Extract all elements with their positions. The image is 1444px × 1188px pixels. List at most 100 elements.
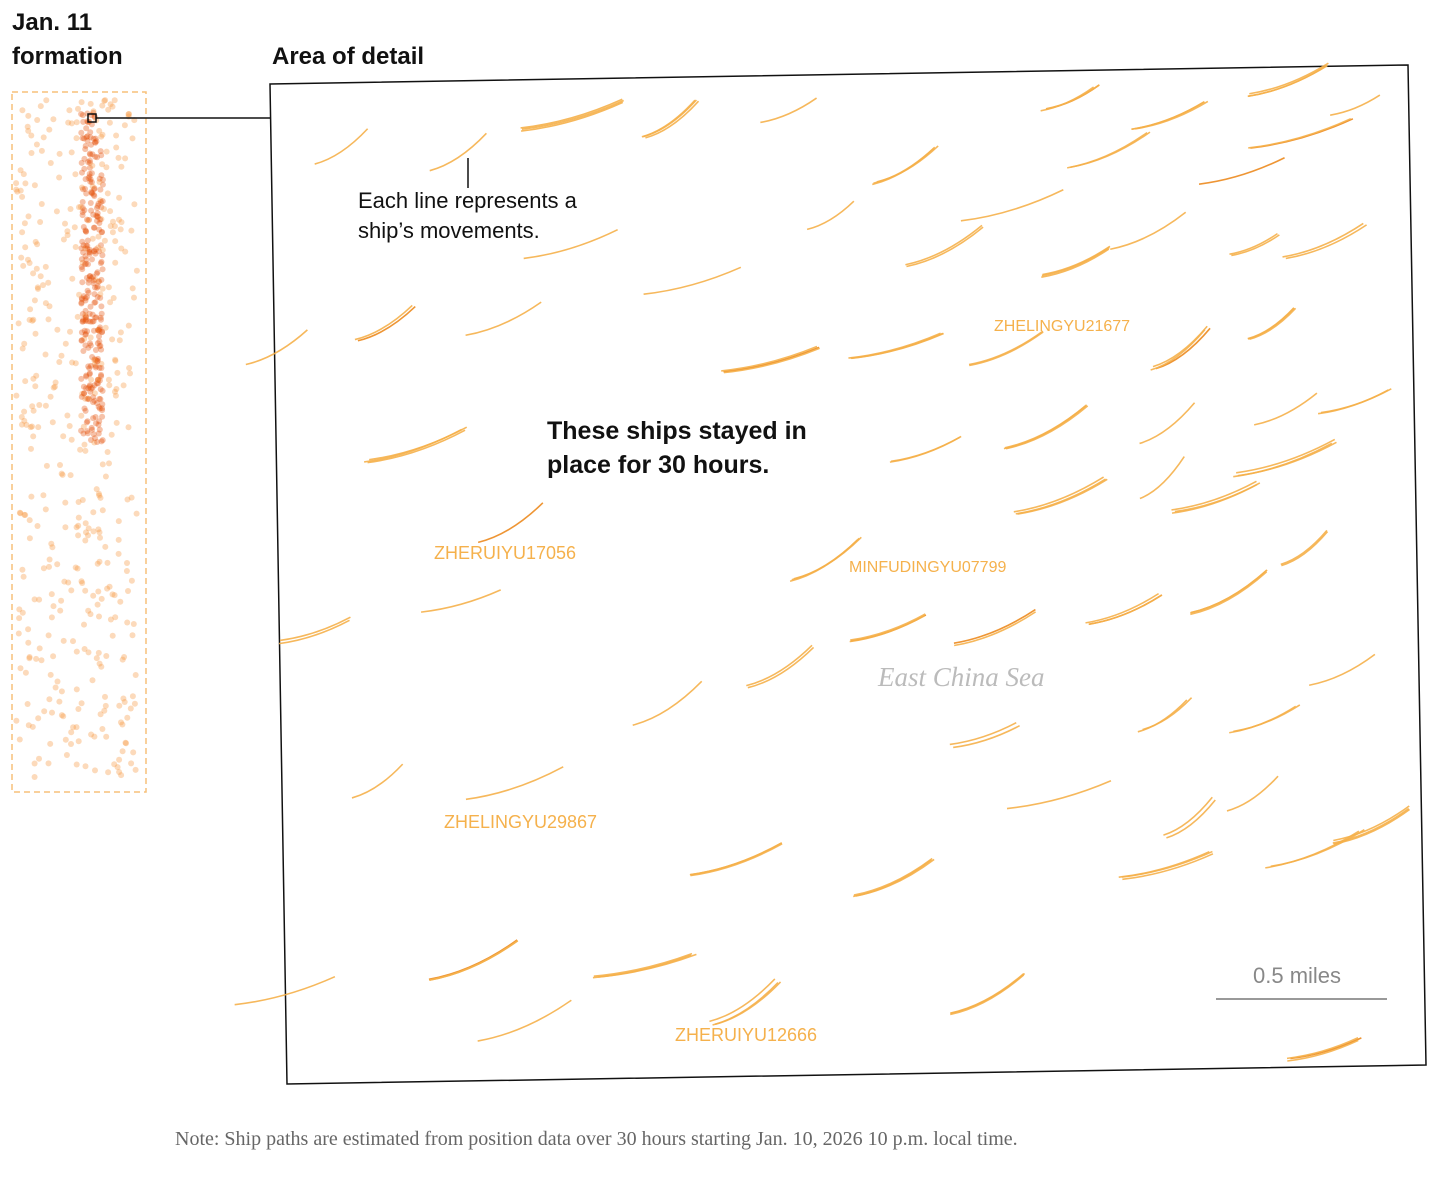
note: Note: Ship paths are estimated from posi… bbox=[175, 1128, 1018, 1150]
formation-dot bbox=[86, 173, 93, 180]
formation-dot bbox=[48, 540, 55, 547]
formation-dot bbox=[82, 176, 89, 183]
ship-path bbox=[1088, 594, 1163, 626]
formation-dot bbox=[33, 265, 40, 272]
formation-dot bbox=[37, 273, 44, 280]
formation-dot bbox=[60, 433, 67, 440]
formation-dot bbox=[82, 763, 89, 770]
formation-dot bbox=[116, 756, 123, 763]
formation-dot bbox=[94, 560, 101, 567]
ship-label: ZHELINGYU21677 bbox=[994, 318, 1131, 335]
formation-dot bbox=[127, 705, 134, 712]
formation-dot bbox=[90, 273, 96, 280]
formation-dot bbox=[116, 337, 123, 344]
ship-path bbox=[1281, 531, 1329, 567]
formation-dot bbox=[86, 248, 92, 255]
formation-dot bbox=[79, 259, 86, 266]
formation-dot bbox=[109, 632, 116, 639]
formation-dot bbox=[74, 565, 81, 572]
formation-dot bbox=[81, 621, 87, 628]
formation-dot bbox=[86, 216, 93, 223]
formation-dot bbox=[82, 227, 89, 234]
ship-path bbox=[850, 613, 926, 641]
formation-dot bbox=[99, 266, 106, 273]
formation-dot bbox=[80, 348, 87, 354]
ship-path bbox=[1040, 86, 1095, 112]
formation-dot bbox=[62, 524, 69, 531]
formation-dot bbox=[103, 653, 110, 659]
ship-path bbox=[853, 859, 932, 898]
formation-dot bbox=[101, 237, 108, 244]
formation-dot bbox=[25, 213, 32, 220]
formation-frame bbox=[11, 91, 147, 793]
formation-dot bbox=[31, 596, 38, 603]
formation-dot bbox=[48, 614, 55, 621]
formation-dot bbox=[102, 543, 109, 550]
ship-path bbox=[1190, 569, 1268, 614]
formation-dot bbox=[128, 227, 135, 234]
formation-dot bbox=[88, 170, 95, 177]
formation-dot bbox=[117, 329, 124, 336]
formation-dot bbox=[91, 291, 98, 298]
ship-path bbox=[1006, 779, 1112, 810]
formation-dot bbox=[99, 329, 105, 336]
formation-dot bbox=[16, 606, 23, 613]
ship-label: ZHELINGYU29867 bbox=[444, 812, 598, 832]
ship-path bbox=[690, 843, 783, 877]
formation-dot bbox=[94, 400, 100, 407]
formation-dot bbox=[87, 200, 94, 206]
ship-path bbox=[1171, 483, 1258, 514]
formation-dot bbox=[75, 532, 82, 539]
formation-dot bbox=[90, 528, 97, 535]
formation-dot bbox=[82, 313, 89, 320]
formation-dot bbox=[99, 405, 105, 412]
formation-dot bbox=[85, 385, 92, 392]
formation-dot bbox=[30, 316, 37, 323]
ship-path bbox=[1137, 699, 1188, 733]
formation-dot bbox=[45, 760, 52, 767]
formation-dot bbox=[84, 242, 91, 249]
formation-dot bbox=[92, 135, 99, 142]
formation-dot bbox=[22, 669, 29, 676]
formation-dot bbox=[61, 578, 68, 585]
ship-path bbox=[278, 619, 350, 645]
formation-dot bbox=[129, 693, 136, 700]
formation-dot bbox=[95, 326, 102, 333]
ship-path bbox=[969, 331, 1044, 367]
formation-title: Jan. 11 formation bbox=[12, 9, 123, 70]
ship-path bbox=[314, 128, 369, 165]
formation-dot bbox=[50, 653, 57, 660]
formation-dot bbox=[56, 174, 63, 181]
ship-path bbox=[723, 346, 820, 373]
formation-dot bbox=[86, 371, 93, 378]
formation-dot bbox=[36, 402, 43, 408]
formation-dot bbox=[19, 193, 26, 200]
formation-dot bbox=[52, 684, 59, 691]
formation-dot bbox=[94, 269, 101, 276]
ship-path bbox=[1171, 480, 1257, 511]
formation-dot bbox=[95, 588, 102, 595]
formation-dot bbox=[94, 358, 101, 365]
formation-dot bbox=[98, 204, 105, 211]
formation-dot bbox=[96, 179, 103, 185]
formation-dot bbox=[17, 167, 24, 174]
ship-path bbox=[1152, 325, 1208, 368]
formation-dot bbox=[99, 247, 106, 253]
formation-dot bbox=[58, 712, 65, 719]
formation-dot bbox=[78, 295, 85, 302]
ship-path bbox=[593, 952, 693, 977]
formation-dot bbox=[62, 340, 69, 347]
ship-path bbox=[1003, 405, 1087, 450]
formation-dot bbox=[94, 355, 101, 362]
ship-label: ZHERUIYU12666 bbox=[675, 1025, 818, 1045]
formation-dot bbox=[108, 431, 115, 438]
formation-dot bbox=[78, 337, 85, 344]
formation-dot bbox=[125, 424, 132, 431]
formation-dot bbox=[98, 438, 105, 445]
formation-dot bbox=[91, 185, 98, 192]
formation-dot bbox=[115, 550, 122, 557]
formation-dot bbox=[123, 740, 129, 747]
formation-dot bbox=[82, 297, 89, 304]
ship-path bbox=[465, 766, 564, 801]
